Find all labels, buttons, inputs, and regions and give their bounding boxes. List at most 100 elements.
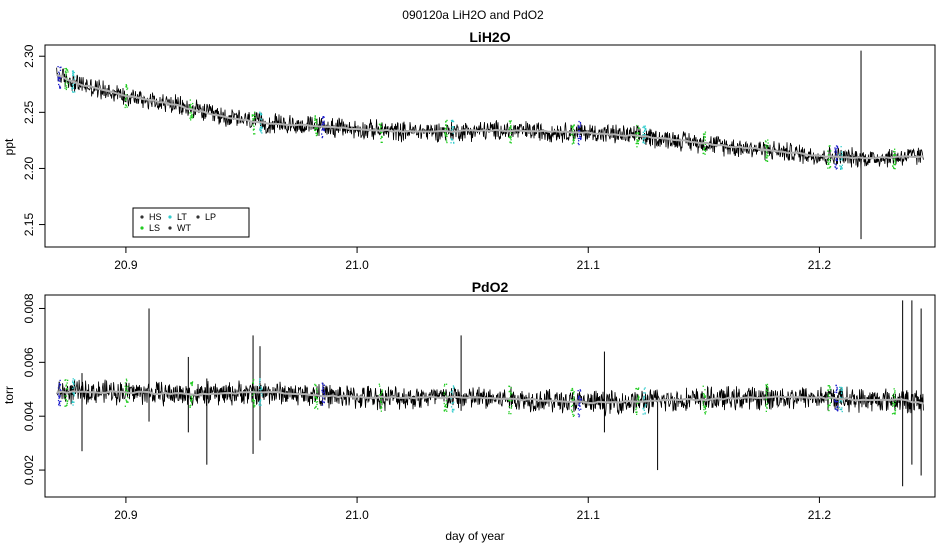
marker-point xyxy=(511,400,513,402)
marker-point xyxy=(644,127,647,130)
marker-point xyxy=(578,127,580,129)
marker-point xyxy=(323,384,325,386)
marker-point xyxy=(260,126,263,128)
marker-point xyxy=(450,142,452,144)
marker-point xyxy=(451,129,453,131)
marker-point xyxy=(578,416,580,418)
axes-pdo2: 20.9 21.0 21.1 21.2 0.002 0.004 0.006 0.008 xyxy=(22,293,831,522)
marker-point xyxy=(508,406,510,408)
marker-point xyxy=(510,126,512,128)
marker-point xyxy=(573,124,575,126)
marker-point xyxy=(511,392,513,395)
marker-point xyxy=(322,121,324,123)
marker-point xyxy=(127,390,129,392)
marker-point xyxy=(510,407,513,409)
marker-point xyxy=(570,405,573,408)
marker-point xyxy=(579,390,582,392)
marker-point xyxy=(254,111,256,113)
marker-point xyxy=(450,391,452,393)
marker-point xyxy=(766,389,768,391)
marker-point xyxy=(72,392,74,394)
marker-point xyxy=(445,124,447,126)
marker-point xyxy=(573,142,575,144)
marker-point xyxy=(766,146,768,148)
marker-cluster-pdo2-1 xyxy=(64,379,69,407)
marker-point xyxy=(894,410,896,412)
marker-point xyxy=(570,126,573,128)
marker-point xyxy=(65,74,67,76)
marker-point xyxy=(829,404,831,406)
marker-point xyxy=(380,410,382,412)
marker-point xyxy=(636,132,638,134)
marker-point xyxy=(261,395,263,397)
marker-point xyxy=(57,393,59,395)
marker-point xyxy=(578,409,580,411)
marker-point xyxy=(841,401,843,403)
marker-point xyxy=(58,401,61,403)
marker-point xyxy=(573,136,575,138)
marker-point xyxy=(828,409,830,412)
series-smooth-pdo2 xyxy=(56,390,924,405)
marker-point xyxy=(65,72,67,74)
x-axis-label-pdo2: day of year xyxy=(445,529,504,543)
marker-cluster-pdo2-7 xyxy=(314,383,319,410)
marker-point xyxy=(72,87,75,89)
marker-point xyxy=(73,401,75,403)
marker-point xyxy=(835,150,838,152)
marker-point xyxy=(452,132,454,134)
marker-point xyxy=(894,397,896,399)
marker-point xyxy=(510,387,512,389)
marker-point xyxy=(59,379,61,382)
marker-point xyxy=(571,126,574,128)
legend-box xyxy=(132,207,250,238)
marker-point xyxy=(508,411,510,413)
marker-point xyxy=(643,392,645,394)
marker-point xyxy=(827,159,829,161)
marker-point xyxy=(766,160,769,162)
marker-point xyxy=(642,131,644,133)
marker-point xyxy=(64,84,66,86)
marker-point xyxy=(839,159,841,161)
marker-point xyxy=(577,396,580,398)
marker-point xyxy=(73,393,75,395)
marker-point xyxy=(321,400,324,402)
marker-point xyxy=(125,393,127,396)
marker-point xyxy=(894,390,896,392)
marker-point xyxy=(253,406,255,408)
marker-point xyxy=(765,405,767,407)
marker-point xyxy=(191,117,193,119)
marker-point xyxy=(578,130,580,132)
marker-point xyxy=(578,395,581,397)
marker-point xyxy=(315,124,318,126)
marker-point xyxy=(64,82,66,84)
marker-point xyxy=(380,401,382,404)
y-axis-label-lih2o: ppt xyxy=(2,138,16,155)
marker-point xyxy=(191,114,193,116)
marker-point xyxy=(644,130,646,133)
marker-point xyxy=(573,139,575,142)
marker-point xyxy=(509,390,511,392)
marker-point xyxy=(835,152,838,154)
marker-point xyxy=(60,66,62,68)
marker-point xyxy=(252,114,254,117)
marker-point xyxy=(704,143,707,145)
marker-point xyxy=(251,114,253,116)
marker-point xyxy=(260,389,262,391)
marker-point xyxy=(841,167,843,169)
marker-point xyxy=(71,401,73,404)
marker-point xyxy=(59,86,61,88)
marker-point xyxy=(892,150,895,153)
marker-point xyxy=(58,395,60,397)
marker-point xyxy=(636,124,638,127)
marker-point xyxy=(446,119,448,122)
marker-point xyxy=(65,405,67,407)
marker-point xyxy=(839,408,841,410)
marker-cluster-lih2o-4 xyxy=(189,99,194,121)
marker-point xyxy=(836,389,838,391)
marker-point xyxy=(644,125,646,127)
marker-point xyxy=(841,390,843,392)
marker-point xyxy=(836,159,838,162)
marker-point xyxy=(827,395,829,397)
legend-swatch-ls xyxy=(140,226,144,230)
marker-point xyxy=(59,69,62,71)
